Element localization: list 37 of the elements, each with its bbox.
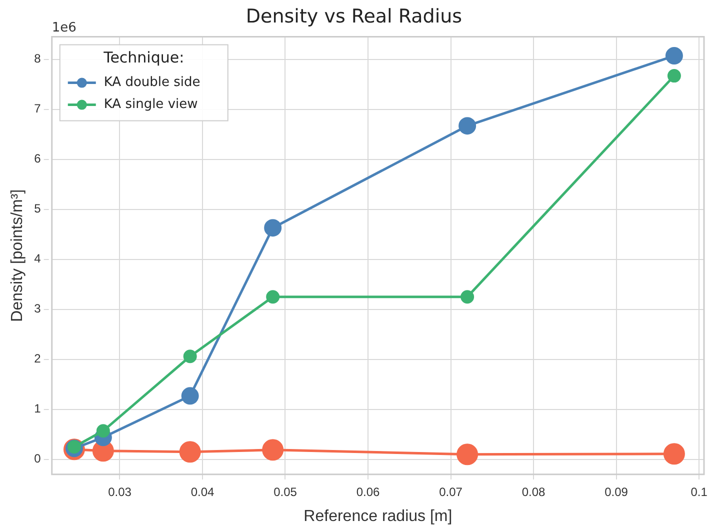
point (262, 439, 284, 461)
x-tick-label: 0.04 (190, 484, 214, 499)
chart-title: Density vs Real Radius (246, 5, 462, 28)
x-tick-label: 0.08 (522, 484, 546, 499)
x-tick-label: 0.1 (690, 484, 708, 499)
x-axis-title: Reference radius [m] (304, 508, 452, 525)
text: 1e6 (52, 20, 76, 36)
point (96, 424, 110, 438)
point (665, 47, 683, 65)
y-tick-label: 0 (34, 452, 42, 466)
point (663, 443, 685, 465)
legend-title: Technique: (102, 48, 184, 67)
point (460, 290, 474, 304)
x-tick-label: 0.07 (439, 484, 463, 499)
y-tick-label: 2 (34, 352, 42, 366)
y-tick-label: 8 (34, 52, 42, 66)
y-tick-label: 7 (34, 102, 42, 116)
y-tick-label: 4 (34, 252, 42, 266)
x-tick-label: 0.06 (356, 484, 380, 499)
point (181, 387, 199, 405)
point (458, 117, 476, 135)
legend-label: KA double side (104, 75, 200, 90)
point (264, 219, 282, 237)
x-tick-label: 0.03 (108, 484, 132, 499)
point (456, 444, 478, 466)
y-tick-label: 5 (34, 202, 42, 216)
point (667, 69, 681, 83)
y-tick-label: 6 (34, 152, 42, 166)
y-axis-title: Density [points/m³] (9, 189, 26, 322)
y-tick-label: 3 (34, 302, 42, 316)
point (183, 350, 197, 364)
point (179, 441, 201, 463)
x-tick-label: 0.05 (274, 484, 298, 499)
point (266, 290, 280, 304)
y-tick-label: 1 (34, 402, 42, 416)
legend-label: KA single view (104, 97, 198, 112)
x-tick-label: 0.09 (604, 484, 628, 499)
